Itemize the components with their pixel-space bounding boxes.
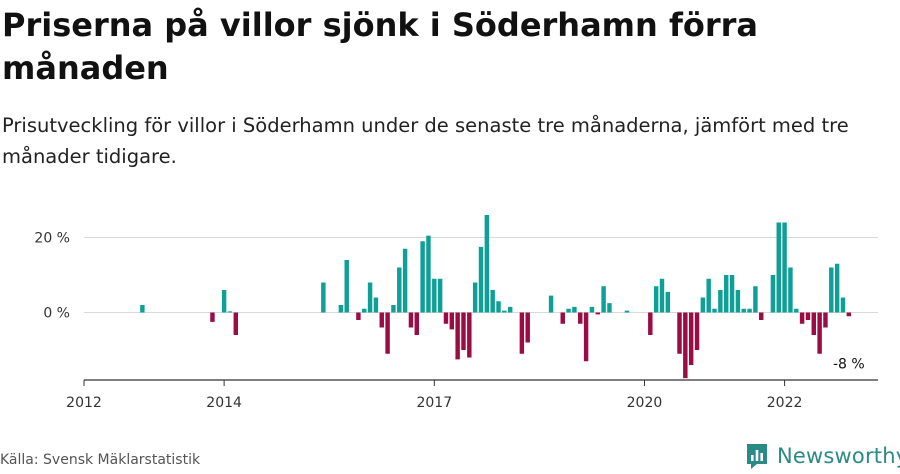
bar: [706, 278, 711, 313]
bar: [356, 312, 361, 320]
bar: [688, 312, 694, 365]
bar: [379, 312, 384, 328]
x-tick-label: 2020: [627, 395, 663, 411]
bar: [817, 312, 822, 354]
x-tick-label: 2012: [66, 395, 102, 411]
bar: [233, 312, 239, 335]
bar: [496, 301, 501, 313]
bar: [548, 295, 554, 313]
bar: [519, 312, 525, 354]
bar: [659, 278, 665, 313]
bar: [770, 275, 776, 313]
bar: [677, 312, 682, 354]
bar: [589, 306, 595, 313]
bar: [723, 275, 729, 313]
bar: [402, 248, 408, 313]
bar: [373, 297, 379, 313]
bar: [834, 263, 840, 313]
bar: [490, 290, 495, 313]
bar: [811, 312, 816, 335]
bar: [385, 312, 390, 354]
bar: [572, 306, 577, 313]
bar: [776, 222, 781, 313]
bar: [367, 282, 373, 313]
bar: [753, 286, 758, 313]
bar: [502, 310, 507, 313]
bar: [437, 278, 443, 313]
bar: [694, 312, 700, 350]
bar: [391, 305, 396, 313]
x-tick-label: 2014: [206, 395, 242, 411]
bar: [840, 297, 846, 313]
bar: [408, 312, 414, 328]
bar: [653, 286, 659, 313]
bar: [624, 310, 630, 313]
latest-value-label: -8 %: [833, 357, 865, 373]
bar: [794, 308, 799, 313]
bar: [397, 267, 402, 313]
bar: [601, 286, 606, 313]
bar: [507, 306, 513, 313]
bar: [420, 241, 425, 313]
bar: [829, 267, 834, 313]
bar: [718, 290, 723, 313]
bar: [344, 260, 349, 313]
bar: [700, 297, 706, 313]
y-tick-label: 20 %: [34, 231, 70, 247]
bar: [712, 308, 717, 313]
bar: [472, 282, 478, 313]
bar: [338, 305, 344, 313]
brand-logo: Newsworthy: [745, 442, 900, 470]
bar: [607, 303, 612, 313]
bar: [729, 275, 735, 313]
bar: [788, 267, 793, 313]
bar: [759, 312, 764, 320]
bar: [583, 312, 589, 362]
bars: [140, 215, 852, 379]
bar: [210, 312, 215, 322]
bar: [560, 312, 565, 324]
bar: [782, 222, 787, 313]
y-tick-label: 0 %: [43, 306, 70, 322]
bar: [478, 246, 484, 313]
bar: [484, 215, 490, 313]
x-axis: [83, 379, 878, 386]
bar: [578, 312, 583, 324]
bar: [805, 312, 811, 320]
bar: [665, 291, 671, 313]
bar: [426, 235, 431, 313]
bar: [467, 312, 472, 358]
bar: [221, 290, 227, 313]
axis-labels: 0 % 20 % 2012 2014 2017 2020 2022 -8 %: [34, 231, 864, 412]
bar: [683, 312, 688, 379]
brand-name: Newsworthy: [777, 444, 900, 468]
bar: [362, 308, 367, 313]
bar: [823, 312, 828, 328]
x-tick-label: 2017: [416, 395, 452, 411]
x-tick-label: 2022: [767, 395, 803, 411]
bar: [321, 282, 326, 313]
bar: [747, 308, 752, 313]
bar: [449, 312, 455, 330]
bar: [227, 311, 233, 313]
bar: [799, 312, 805, 324]
bar: [461, 312, 466, 350]
bar: [741, 308, 746, 313]
newsworthy-logo-icon: [747, 444, 767, 469]
bar: [443, 312, 449, 324]
bar: [140, 305, 145, 313]
bar-chart: 0 % 20 % 2012 2014 2017 2020 2022 -8 %: [34, 215, 878, 412]
bar: [566, 308, 571, 313]
page-subtitle: Prisutveckling för villor i Söderhamn un…: [2, 114, 849, 168]
bar: [595, 312, 600, 315]
bar: [648, 312, 653, 335]
bar: [414, 312, 419, 335]
bar: [846, 312, 852, 317]
bar: [525, 312, 530, 343]
bar: [735, 290, 741, 313]
bar: [455, 312, 460, 360]
page-title: Priserna på villor sjönk i Söderhamn för…: [2, 6, 758, 87]
bar: [432, 278, 437, 313]
source-note: Källa: Svensk Mäklarstatistik: [0, 452, 201, 468]
